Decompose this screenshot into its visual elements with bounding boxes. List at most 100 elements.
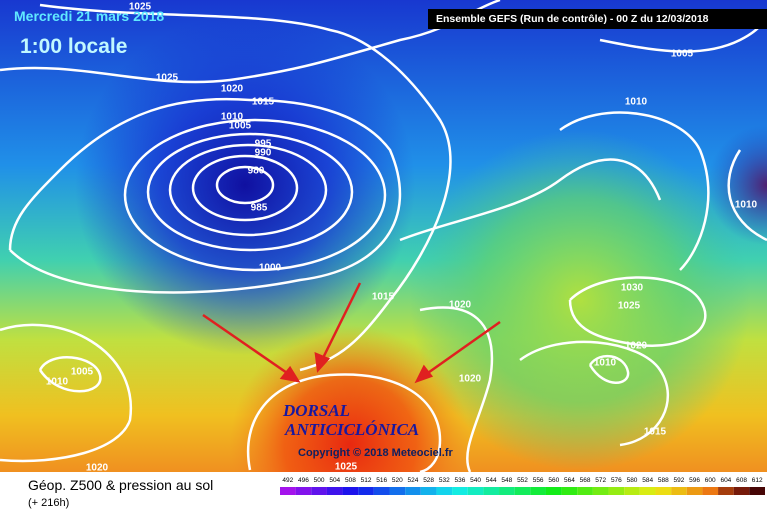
scale-swatch — [452, 487, 468, 495]
isobar-label: 1025 — [618, 301, 641, 312]
scale-label: 536 — [454, 477, 465, 484]
scale-label: 528 — [423, 477, 434, 484]
isobar-label: 1010 — [735, 200, 758, 211]
scale-swatch — [686, 487, 703, 495]
isobar-label: 1025 — [335, 462, 358, 473]
isobar-label: 1020 — [459, 374, 482, 385]
isobar-label: 980 — [248, 166, 265, 177]
scale-swatch — [530, 487, 546, 495]
scale-swatch — [483, 487, 500, 495]
scale-label: 592 — [674, 477, 685, 484]
scale-label: 500 — [314, 477, 325, 484]
scale-label: 564 — [564, 477, 575, 484]
scale-swatch — [342, 487, 359, 495]
isobar-label: 1015 — [252, 97, 275, 108]
isobar-label: 985 — [251, 203, 268, 214]
legend-title: Géop. Z500 & pression au sol — [28, 477, 213, 493]
scale-swatch — [326, 487, 343, 495]
isobars — [0, 0, 767, 472]
scale-swatch — [514, 487, 531, 495]
isobar-label: 1020 — [86, 463, 109, 474]
model-label: Ensemble GEFS (Run de contrôle) - 00 Z d… — [436, 13, 709, 25]
arrows — [202, 282, 501, 384]
isobar-label: 1020 — [221, 84, 244, 95]
scale-label: 516 — [376, 477, 387, 484]
isobar-label: 1010 — [46, 377, 69, 388]
scale-label: 512 — [361, 477, 372, 484]
scale-label: 524 — [408, 477, 419, 484]
scale-label: 496 — [298, 477, 309, 484]
copyright: Copyright © 2018 Meteociel.fr — [298, 447, 454, 459]
scale-label: 580 — [627, 477, 638, 484]
scale-label: 572 — [595, 477, 606, 484]
scale-swatch — [373, 487, 390, 495]
scale-label: 508 — [345, 477, 356, 484]
scale-swatch — [702, 487, 719, 495]
scale-label: 612 — [752, 477, 763, 484]
isobar-label: 1030 — [621, 283, 644, 294]
scale-label: 504 — [329, 477, 340, 484]
scale-swatch — [311, 487, 327, 495]
scale-swatch — [655, 487, 672, 495]
scale-swatch — [577, 487, 593, 495]
scale-label: 520 — [392, 477, 403, 484]
scale-swatch — [608, 487, 625, 495]
scale-swatch — [545, 487, 562, 495]
scale-swatch — [561, 487, 578, 495]
scale-swatch — [639, 487, 656, 495]
scale-label: 584 — [642, 477, 653, 484]
scale-swatch — [733, 487, 750, 495]
isobar-label: 1005 — [71, 367, 94, 378]
isobar-label: 1010 — [221, 112, 244, 123]
isobar-labels: 1025102510201015101010059959909809851000… — [46, 2, 758, 474]
scale-swatch — [295, 487, 312, 495]
scale-swatch — [624, 487, 640, 495]
isobar-label: 995 — [255, 139, 272, 150]
isobar-label: 1000 — [259, 263, 282, 274]
isobar-label: 1010 — [625, 97, 648, 108]
legend-subtitle: (+ 216h) — [28, 497, 69, 509]
field-purple — [0, 0, 767, 472]
scale-swatch — [671, 487, 687, 495]
scale-label: 576 — [611, 477, 622, 484]
isobar-label: 1025 — [129, 2, 152, 13]
scale-label: 544 — [486, 477, 497, 484]
scale-label: 556 — [533, 477, 544, 484]
scale-label: 492 — [282, 477, 293, 484]
scale-label: 600 — [705, 477, 716, 484]
scale-label: 608 — [736, 477, 747, 484]
scale-label: 548 — [501, 477, 512, 484]
date: Mercredi 21 mars 2018 — [14, 8, 164, 24]
scale-label: 596 — [689, 477, 700, 484]
scale-swatch — [389, 487, 406, 495]
isobar-label: 1015 — [644, 427, 667, 438]
scale-label: 604 — [720, 477, 731, 484]
scale-swatch — [280, 487, 296, 495]
annotation: ANTICICLÓNICA — [284, 420, 419, 439]
scale-label: 588 — [658, 477, 669, 484]
scale-swatch — [405, 487, 421, 495]
isobar-label: 1005 — [229, 121, 252, 132]
isobar-label: 1020 — [449, 300, 472, 311]
isobar-label: 1005 — [671, 49, 694, 60]
scale-label: 540 — [470, 477, 481, 484]
annotation: DORSAL — [282, 401, 350, 420]
scale-label: 568 — [580, 477, 591, 484]
scale-swatch — [718, 487, 734, 495]
isobar-label: 990 — [255, 148, 272, 159]
isobar-label: 1015 — [372, 292, 395, 303]
scale-swatch — [358, 487, 374, 495]
color-scale: 492 496 500 504 508 512 516 520 524 528 532 536 540 5… — [280, 477, 765, 495]
scale-swatch — [499, 487, 515, 495]
time: 1:00 locale — [20, 35, 127, 58]
scale-label: 532 — [439, 477, 450, 484]
scale-swatch — [420, 487, 437, 495]
scale-swatch — [436, 487, 453, 495]
isobar-label: 1025 — [156, 73, 179, 84]
isobar-label: 1020 — [625, 341, 648, 352]
header-box — [428, 9, 767, 29]
scale-swatch — [467, 487, 484, 495]
scale-swatch — [592, 487, 609, 495]
scale-swatch — [749, 487, 765, 495]
